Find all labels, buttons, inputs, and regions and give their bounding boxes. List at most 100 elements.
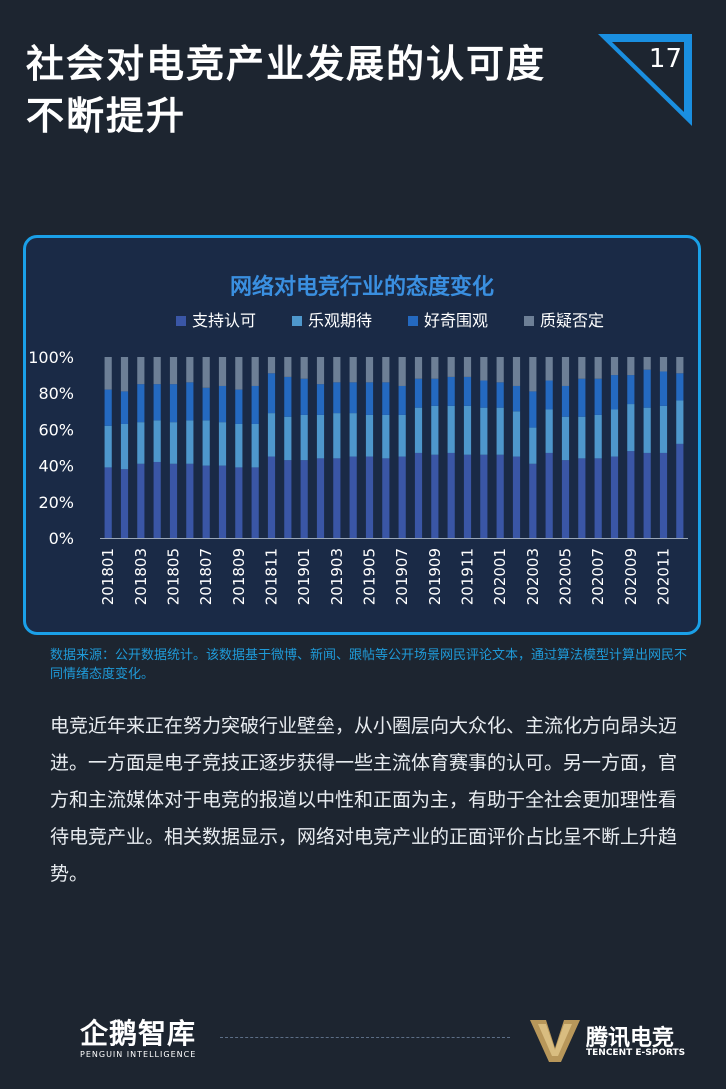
- bar-segment: [447, 376, 455, 406]
- legend-swatch: [176, 316, 186, 326]
- x-tick-label: 201803: [132, 548, 150, 605]
- bar-segment: [676, 357, 684, 374]
- bar-segment: [643, 357, 651, 370]
- tencent-esports-v-icon: [530, 1020, 580, 1062]
- bar-segment: [512, 385, 521, 412]
- legend-label: 乐观期待: [308, 311, 372, 330]
- bar-segment: [529, 391, 537, 428]
- chart-title: 网络对电竞行业的态度变化: [230, 274, 494, 300]
- bar-segment: [610, 456, 619, 538]
- bar-segment: [202, 357, 210, 388]
- bar-segment: [512, 411, 521, 457]
- bar-segment: [463, 405, 472, 455]
- bar-segment: [218, 385, 227, 423]
- bar-segment: [659, 357, 668, 372]
- bar-segment: [137, 357, 145, 385]
- x-tick-label: 202001: [491, 548, 509, 605]
- bar-segment: [480, 380, 488, 408]
- bar-segment: [398, 456, 406, 538]
- bar-segment: [169, 384, 178, 423]
- bar-segment: [578, 357, 586, 379]
- x-tick-label: 201911: [459, 548, 477, 605]
- bar-segment: [235, 423, 243, 468]
- tencent-logo-subtitle: TENCENT E-SPORTS: [586, 1048, 686, 1058]
- bar-segment: [137, 463, 145, 538]
- tencent-esports-logo: 腾讯电竞 TENCENT E-SPORTS: [530, 1016, 710, 1068]
- bar-segment: [594, 414, 602, 459]
- bar-segment: [153, 420, 161, 462]
- x-tick-label: 201903: [328, 548, 346, 605]
- y-tick-label: 80%: [38, 384, 74, 403]
- bar-segment: [300, 378, 308, 415]
- bar-segment: [578, 416, 586, 459]
- bar-segment: [414, 378, 423, 408]
- bar-segment: [578, 458, 586, 538]
- bar-segment: [529, 357, 537, 392]
- bar-segment: [659, 371, 668, 406]
- bar-segment: [365, 456, 374, 538]
- bar-segment: [480, 454, 488, 538]
- bar-segment: [218, 422, 227, 466]
- body-paragraph: 电竞近年来正在努力突破行业壁垒，从小圈层向大众化、主流化方向昂头迈进。一方面是电…: [50, 715, 678, 885]
- bar-segment: [496, 454, 504, 538]
- bar-segment: [267, 456, 276, 538]
- bar-segment: [333, 382, 341, 414]
- bar-segment: [120, 423, 129, 470]
- bar-segment: [186, 382, 194, 421]
- bar-segment: [431, 454, 439, 538]
- bar-segment: [169, 422, 178, 464]
- bar-segment: [235, 357, 243, 390]
- bar-segment: [316, 458, 325, 538]
- bar-segment: [398, 414, 406, 457]
- bar-segment: [480, 407, 488, 455]
- bar-segment: [561, 357, 570, 386]
- bar-segment: [382, 414, 390, 459]
- bar-segment: [267, 357, 276, 374]
- bar-segment: [627, 451, 635, 538]
- bar-segment: [676, 400, 684, 444]
- bar-segment: [463, 357, 472, 377]
- x-tick-label: 201805: [165, 548, 183, 605]
- bar-segment: [480, 357, 488, 381]
- bar-segment: [267, 413, 276, 457]
- bar-segment: [235, 389, 243, 424]
- bar-segment: [137, 384, 145, 423]
- penguin-intelligence-logo: 企鹅智库 PENGUIN INTELLIGENCE: [74, 1012, 204, 1068]
- y-tick-label: 60%: [38, 420, 74, 439]
- legend-swatch: [408, 316, 418, 326]
- bar-segment: [316, 357, 325, 385]
- bar-segment: [284, 376, 292, 417]
- bar-segment: [300, 460, 308, 538]
- bar-segment: [120, 357, 129, 392]
- bar-segment: [610, 357, 619, 376]
- bar-segment: [463, 376, 472, 406]
- bar-segment: [463, 454, 472, 538]
- bar-segment: [349, 357, 357, 383]
- bar-segment: [659, 405, 668, 453]
- page-number: 17: [648, 44, 682, 74]
- bar-segment: [512, 456, 521, 538]
- bar-segment: [545, 452, 553, 538]
- x-tick-label: 201907: [393, 548, 411, 605]
- bar-segment: [365, 414, 374, 457]
- bar-segment: [316, 414, 325, 459]
- bar-segment: [333, 458, 341, 538]
- bar-segment: [659, 452, 668, 538]
- corner-triangle-icon: [598, 34, 692, 126]
- legend-label: 质疑否定: [540, 311, 604, 330]
- bar-segment: [529, 427, 537, 464]
- bar-segment: [578, 378, 586, 417]
- bar-segment: [431, 357, 439, 379]
- bar-segment: [545, 357, 553, 381]
- bar-segment: [610, 409, 619, 457]
- x-tick-label: 201901: [295, 548, 313, 605]
- x-tick-label: 202011: [655, 548, 673, 605]
- bar-segment: [643, 407, 651, 453]
- bar-segment: [382, 382, 390, 415]
- bar-segment: [202, 465, 210, 538]
- bar-segment: [137, 422, 145, 464]
- source-note: 数据来源：公开数据统计。该数据基于微博、新闻、跟帖等公开场景网民评论文本，通过算…: [50, 648, 688, 682]
- bar-segment: [202, 420, 210, 466]
- penguin-logo-text: 企鹅智库: [80, 1017, 197, 1050]
- bar-segment: [431, 405, 439, 455]
